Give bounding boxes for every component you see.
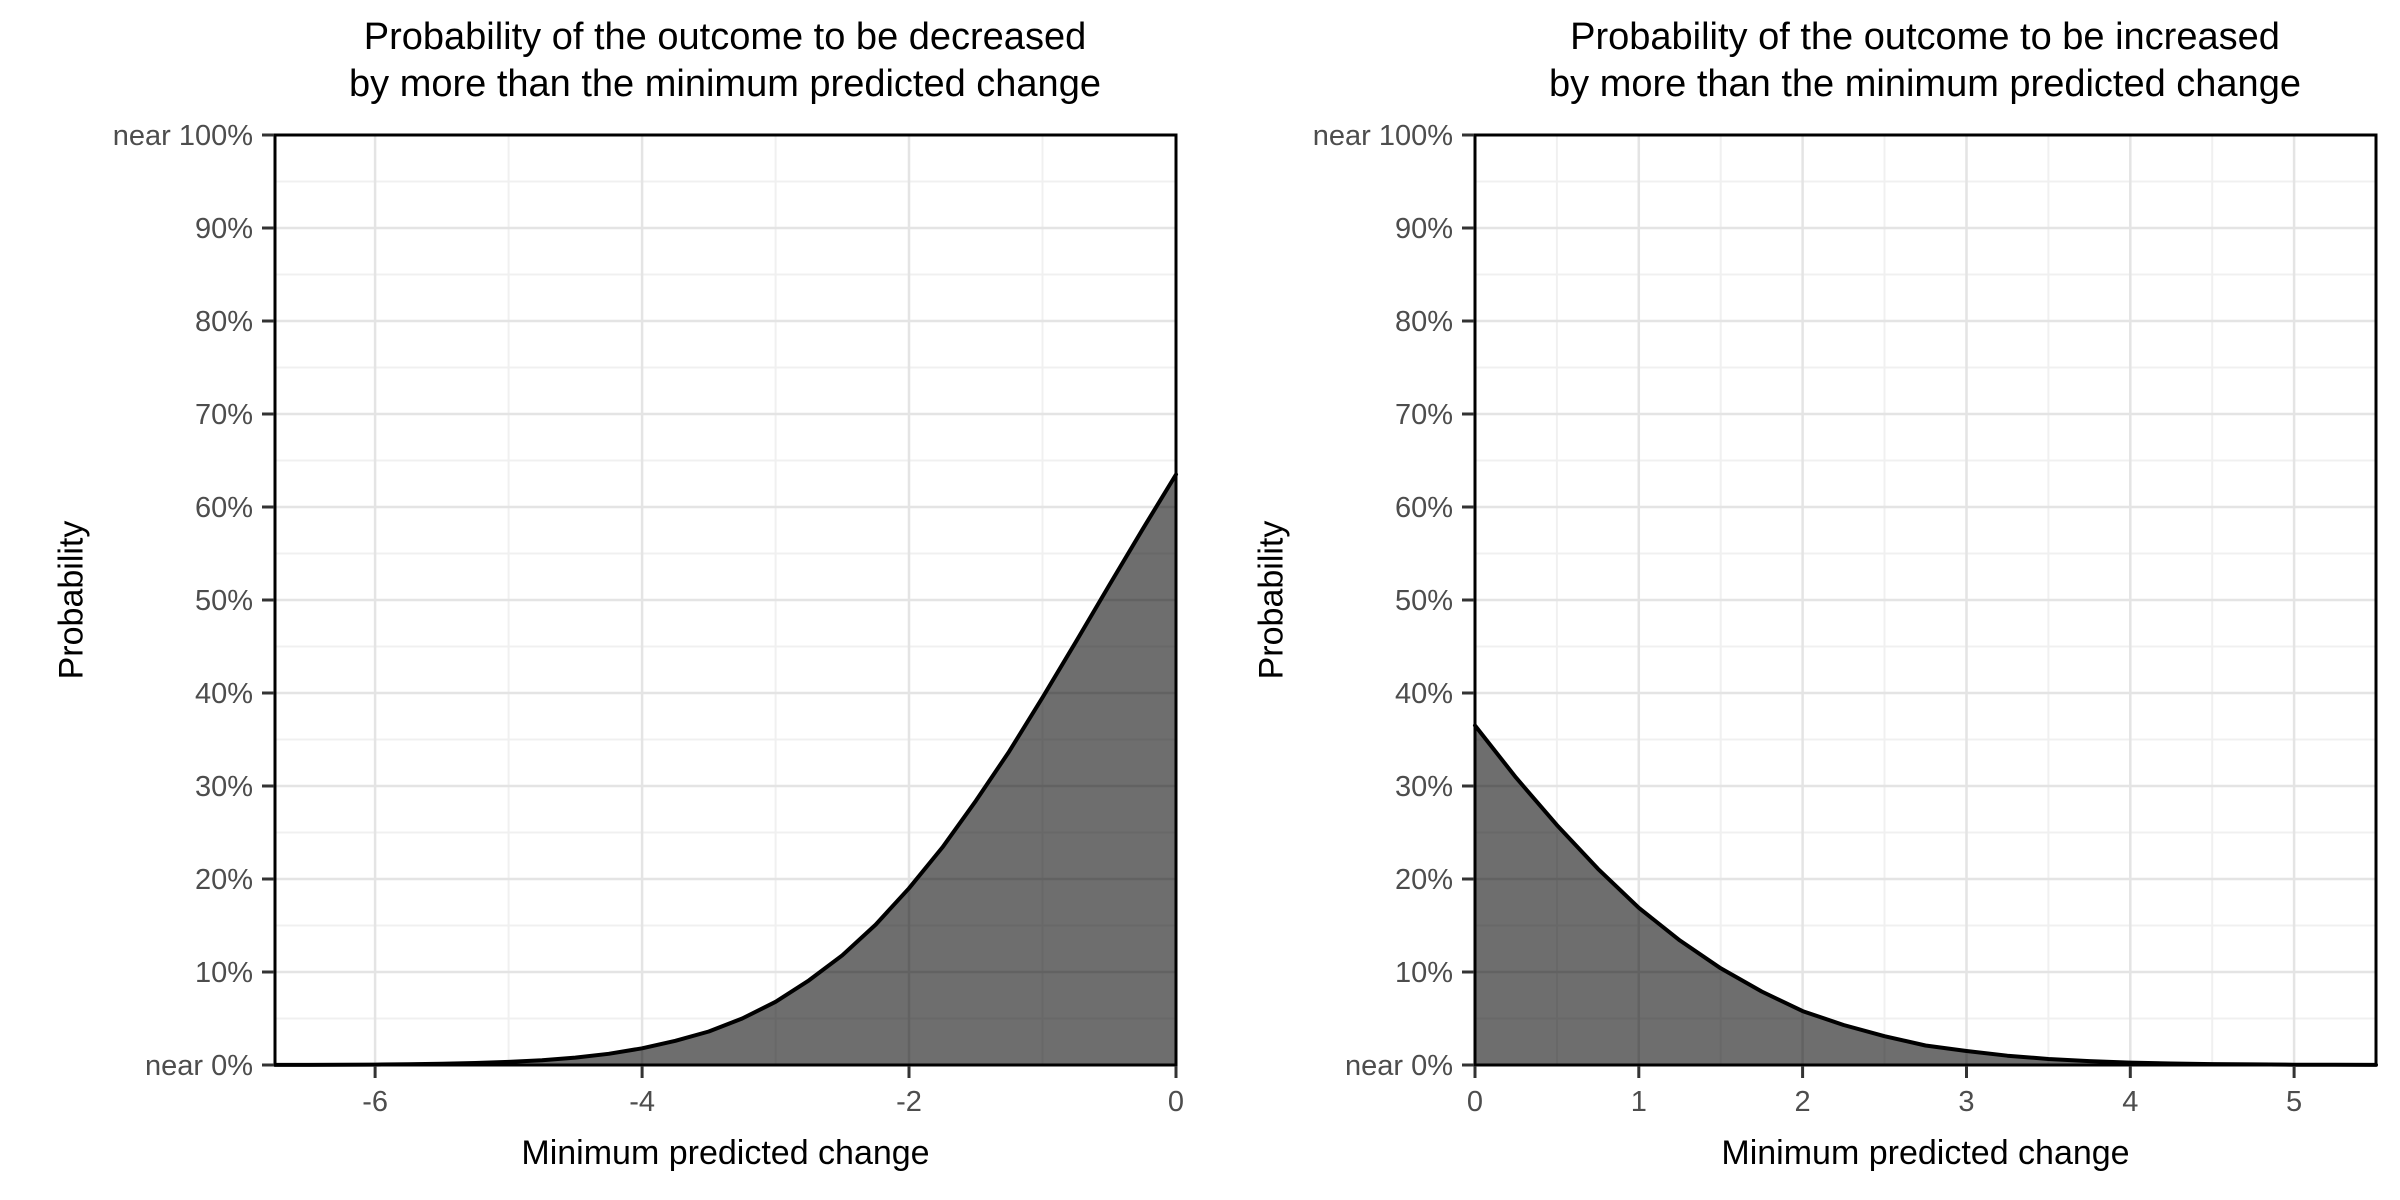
- y-tick-label: 60%: [195, 492, 253, 524]
- y-tick-label: near 100%: [1313, 120, 1453, 152]
- y-tick-label: 20%: [195, 864, 253, 896]
- x-tick-label: 4: [2122, 1086, 2138, 1118]
- y-tick-label: 10%: [1395, 957, 1453, 989]
- y-tick-label: 40%: [195, 678, 253, 710]
- panel-border: [1473, 133, 2378, 1067]
- y-tick-label: 80%: [1395, 306, 1453, 338]
- y-tick-label: near 0%: [145, 1050, 253, 1082]
- x-tick-label: 3: [1958, 1086, 1974, 1118]
- x-tick-label: 0: [1467, 1086, 1483, 1118]
- y-tick-label: near 0%: [1345, 1050, 1453, 1082]
- probability-area-fill: [275, 474, 1176, 1065]
- plot-panel: near 0% 10% 20% 30% 40% 50% 60% 70% 80% 90% near 1…: [1313, 120, 2378, 1118]
- x-axis-title: Minimum predicted change: [521, 1134, 930, 1172]
- y-tick-label: 50%: [195, 585, 253, 617]
- x-tick-label: 5: [2286, 1086, 2302, 1118]
- x-tick-label: 0: [1168, 1086, 1184, 1118]
- x-tick-label: -6: [362, 1086, 388, 1118]
- plot-panel: near 0% 10% 20% 30% 40% 50% 60% 70% 80% 90% near 1…: [113, 120, 1184, 1118]
- y-tick-label: near 100%: [113, 120, 253, 152]
- y-tick-label: 90%: [1395, 213, 1453, 245]
- x-tick-label: -4: [629, 1086, 655, 1118]
- y-tick-label: 60%: [1395, 492, 1453, 524]
- y-tick-label: 40%: [1395, 678, 1453, 710]
- y-tick-label: 70%: [1395, 399, 1453, 431]
- y-tick-label: 70%: [195, 399, 253, 431]
- probability-area-fill: [1475, 725, 2376, 1065]
- chart-increased-probability: Probability of the outcome to be increas…: [1200, 0, 2400, 1200]
- x-tick-label: 1: [1631, 1086, 1647, 1118]
- y-tick-label: 80%: [195, 306, 253, 338]
- x-tick-label: 2: [1795, 1086, 1811, 1118]
- chart-decreased-probability: Probability of the outcome to be decreas…: [53, 16, 1185, 1172]
- chart-title: Probability of the outcome to be increas…: [1549, 16, 2301, 105]
- x-axis-title: Minimum predicted change: [1721, 1134, 2130, 1172]
- y-tick-label: 20%: [1395, 864, 1453, 896]
- chart-title: Probability of the outcome to be decreas…: [349, 16, 1101, 105]
- y-tick-label: 90%: [195, 213, 253, 245]
- y-tick-label: 50%: [1395, 585, 1453, 617]
- panel-border: [273, 133, 1178, 1067]
- y-tick-label: 30%: [1395, 771, 1453, 803]
- y-tick-label: 10%: [195, 957, 253, 989]
- y-tick-label: 30%: [195, 771, 253, 803]
- x-tick-label: -2: [896, 1086, 922, 1118]
